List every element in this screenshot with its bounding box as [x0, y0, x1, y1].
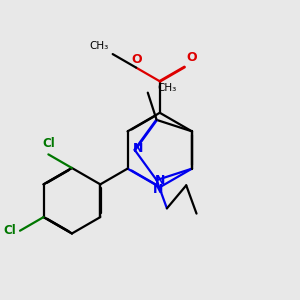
- Text: Cl: Cl: [3, 224, 16, 237]
- Text: N: N: [155, 174, 165, 187]
- Text: O: O: [131, 53, 142, 66]
- Text: CH₃: CH₃: [158, 83, 177, 93]
- Text: N: N: [153, 183, 164, 196]
- Text: Cl: Cl: [42, 137, 55, 150]
- Text: N: N: [133, 142, 143, 155]
- Text: O: O: [187, 50, 197, 64]
- Text: CH₃: CH₃: [89, 41, 108, 51]
